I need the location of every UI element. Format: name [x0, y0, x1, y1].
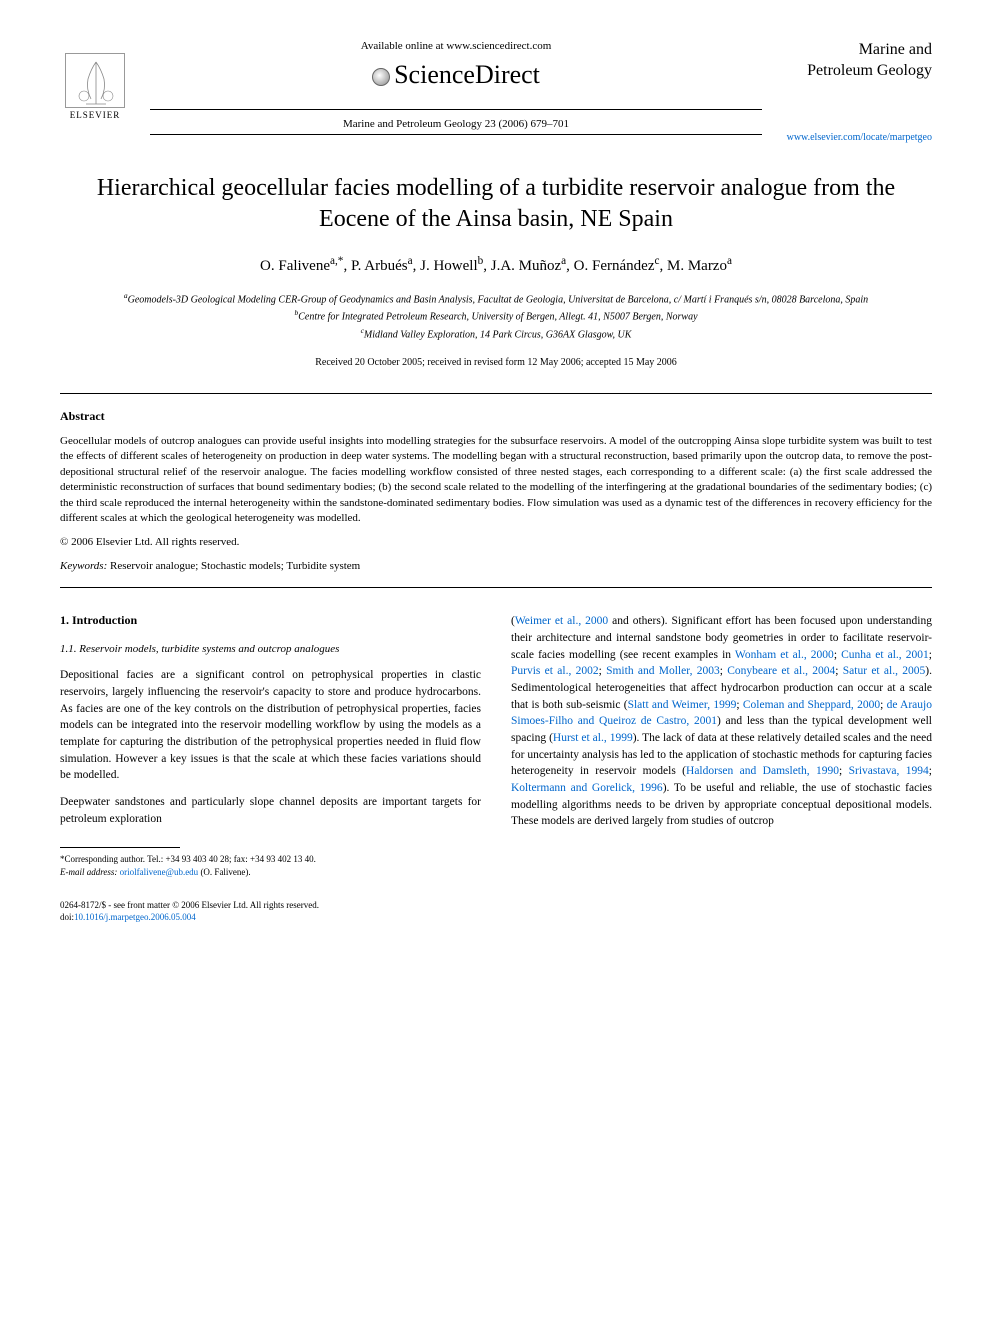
footnote-divider: [60, 847, 180, 848]
citation-ref[interactable]: Srivastava, 1994: [849, 765, 929, 777]
citation-ref[interactable]: Coleman and Sheppard, 2000: [743, 699, 880, 711]
article-dates: Received 20 October 2005; received in re…: [60, 357, 932, 368]
body-para-right: (Weimer et al., 2000 and others). Signif…: [511, 613, 932, 830]
article-title: Hierarchical geocellular facies modellin…: [80, 173, 912, 235]
bottom-info: 0264-8172/$ - see front matter © 2006 El…: [60, 899, 481, 924]
left-column: 1. Introduction 1.1. Reservoir models, t…: [60, 613, 481, 923]
issn-line: 0264-8172/$ - see front matter © 2006 El…: [60, 899, 481, 912]
doi-link[interactable]: 10.1016/j.marpetgeo.2006.05.004: [74, 912, 196, 922]
sciencedirect-text: ScienceDirect: [394, 60, 540, 89]
journal-link[interactable]: www.elsevier.com/locate/marpetgeo: [782, 132, 932, 143]
authors: O. Falivenea,*, P. Arbuésa, J. Howellb, …: [60, 255, 932, 275]
abstract-text: Geocellular models of outcrop analogues …: [60, 434, 932, 526]
doi-label: doi:: [60, 912, 74, 922]
citation-ref[interactable]: Koltermann and Gorelick, 1996: [511, 782, 663, 794]
journal-reference: Marine and Petroleum Geology 23 (2006) 6…: [150, 118, 762, 130]
right-column: (Weimer et al., 2000 and others). Signif…: [511, 613, 932, 923]
corresponding-author: *Corresponding author. Tel.: +34 93 403 …: [60, 853, 481, 866]
sciencedirect-logo: ScienceDirect: [372, 60, 540, 90]
header-row: ELSEVIER Available online at www.science…: [60, 40, 932, 143]
header-divider-top: [150, 109, 762, 110]
right-header: Marine and Petroleum Geology www.elsevie…: [782, 40, 932, 143]
email-line: E-mail address: oriolfalivene@ub.edu (O.…: [60, 866, 481, 879]
email-link[interactable]: oriolfalivene@ub.edu: [120, 867, 199, 877]
citation-ref[interactable]: Weimer et al., 2000: [515, 615, 608, 627]
abstract-copyright: © 2006 Elsevier Ltd. All rights reserved…: [60, 536, 932, 548]
citation-ref[interactable]: Conybeare et al., 2004: [727, 665, 835, 677]
section-1-heading: 1. Introduction: [60, 613, 481, 628]
header-divider-bottom: [150, 134, 762, 135]
journal-name-line1: Marine and: [782, 40, 932, 61]
elsevier-label: ELSEVIER: [70, 110, 121, 120]
affiliation-c: cMidland Valley Exploration, 14 Park Cir…: [60, 325, 932, 342]
citation-ref[interactable]: Haldorsen and Damsleth, 1990: [686, 765, 839, 777]
abstract-divider-bottom: [60, 587, 932, 588]
citation-ref[interactable]: Wonham et al., 2000: [735, 649, 834, 661]
sciencedirect-icon: [372, 68, 390, 86]
elsevier-logo: ELSEVIER: [60, 40, 130, 120]
email-name: (O. Falivene).: [200, 867, 250, 877]
affiliation-b: bCentre for Integrated Petroleum Researc…: [60, 307, 932, 324]
citation-ref[interactable]: Smith and Moller, 2003: [606, 665, 720, 677]
body-para-1: Depositional facies are a significant co…: [60, 667, 481, 784]
email-label: E-mail address:: [60, 867, 117, 877]
elsevier-tree-icon: [65, 53, 125, 108]
footnote: *Corresponding author. Tel.: +34 93 403 …: [60, 853, 481, 878]
abstract-divider-top: [60, 393, 932, 394]
keywords-label: Keywords:: [60, 560, 107, 572]
center-header: Available online at www.sciencedirect.co…: [130, 40, 782, 139]
affiliations: aGeomodels-3D Geological Modeling CER-Gr…: [60, 290, 932, 342]
two-column-body: 1. Introduction 1.1. Reservoir models, t…: [60, 613, 932, 923]
body-para-2: Deepwater sandstones and particularly sl…: [60, 794, 481, 827]
citation-ref[interactable]: Purvis et al., 2002: [511, 665, 599, 677]
available-online-text: Available online at www.sciencedirect.co…: [150, 40, 762, 52]
abstract-heading: Abstract: [60, 409, 932, 424]
keywords-text: Reservoir analogue; Stochastic models; T…: [110, 560, 360, 572]
subsection-1-1-heading: 1.1. Reservoir models, turbidite systems…: [60, 643, 481, 655]
citation-ref[interactable]: Cunha et al., 2001: [841, 649, 929, 661]
citation-ref[interactable]: Hurst et al., 1999: [553, 732, 633, 744]
affiliation-a: aGeomodels-3D Geological Modeling CER-Gr…: [60, 290, 932, 307]
journal-name-line2: Petroleum Geology: [782, 61, 932, 82]
citation-ref[interactable]: Slatt and Weimer, 1999: [628, 699, 737, 711]
keywords: Keywords: Reservoir analogue; Stochastic…: [60, 560, 932, 572]
doi-line: doi:10.1016/j.marpetgeo.2006.05.004: [60, 911, 481, 924]
citation-ref[interactable]: Satur et al., 2005: [843, 665, 926, 677]
